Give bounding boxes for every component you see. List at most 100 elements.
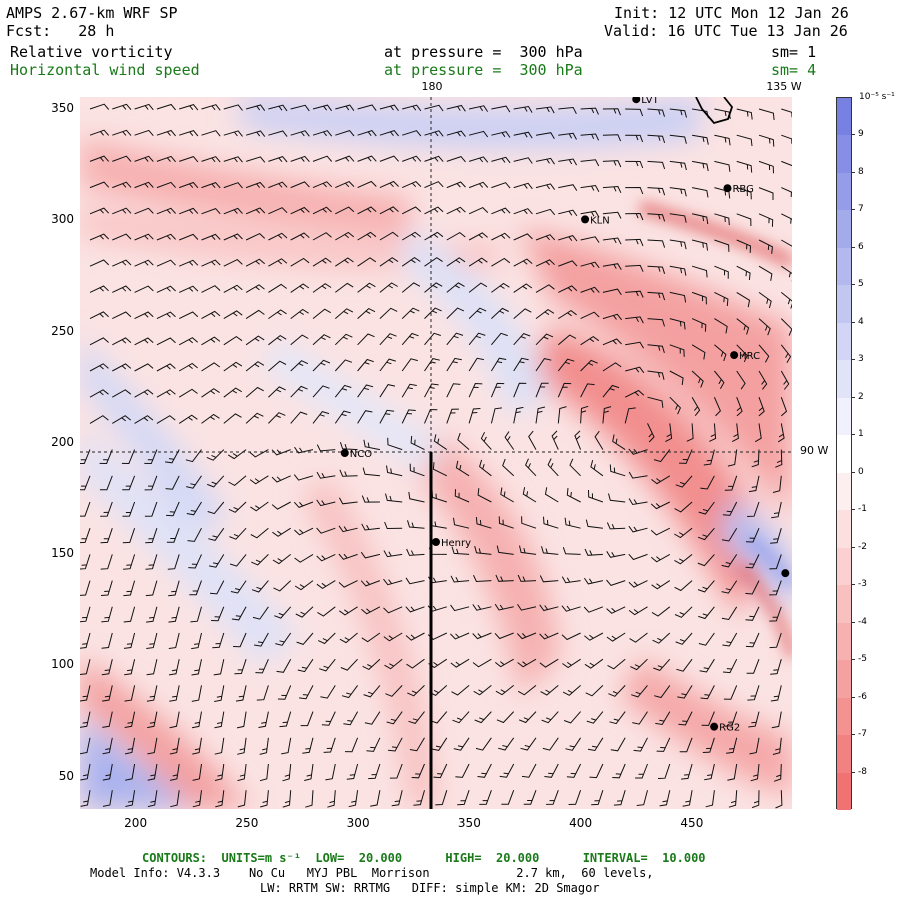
- wind-barb: [282, 790, 292, 808]
- wind-barb: [80, 501, 91, 517]
- station-marker[interactable]: [730, 351, 739, 360]
- wind-barb: [674, 554, 693, 565]
- wind-barb: [700, 475, 715, 490]
- wind-barb: [781, 160, 792, 167]
- wind-barb: [647, 239, 666, 248]
- wind-barb: [273, 580, 292, 592]
- wind-barb: [561, 576, 581, 584]
- wind-barb: [312, 334, 331, 346]
- wind-barb: [773, 763, 782, 782]
- wind-barb: [446, 332, 464, 346]
- wind-barb: [691, 344, 706, 360]
- wind-barb: [474, 545, 492, 555]
- wind-barb: [89, 129, 110, 136]
- wind-barb: [156, 233, 176, 241]
- wind-barb: [290, 206, 310, 215]
- wind-barb: [650, 553, 671, 563]
- wind-barb: [178, 311, 199, 320]
- colorbar-tick-label: 6: [858, 241, 864, 252]
- wind-barb: [746, 659, 760, 674]
- wind-barb: [700, 685, 715, 700]
- wind-barb: [424, 409, 438, 424]
- wind-barb: [386, 711, 403, 725]
- colorbar: [836, 97, 852, 811]
- wind-barb: [625, 238, 644, 247]
- wind-barb: [446, 307, 465, 319]
- wind-barb: [165, 475, 180, 490]
- wind-barb: [714, 239, 730, 252]
- wind-barb: [726, 737, 738, 754]
- wind-barb: [528, 430, 537, 450]
- wind-barb: [368, 763, 381, 780]
- wind-barb: [339, 469, 358, 477]
- wind-barb: [602, 406, 612, 424]
- wind-barb: [580, 335, 600, 346]
- wind-barb: [468, 105, 489, 112]
- station-marker[interactable]: [632, 97, 641, 104]
- wind-barb: [223, 233, 243, 241]
- wind-barb: [446, 257, 466, 267]
- wind-barb: [736, 397, 743, 417]
- wind-barb: [214, 737, 225, 755]
- wind-barb: [144, 475, 158, 491]
- wind-barb: [357, 130, 377, 137]
- wind-barb: [691, 396, 701, 417]
- wind-barb: [237, 737, 247, 755]
- wind-barb: [179, 233, 199, 241]
- wind-barb: [758, 397, 765, 417]
- wind-barb: [580, 405, 589, 424]
- wind-barb: [201, 388, 220, 398]
- x-tick-label: 450: [680, 816, 704, 830]
- wind-barb: [665, 423, 673, 443]
- station-marker[interactable]: [340, 449, 349, 457]
- wind-barb: [625, 212, 644, 221]
- wind-barb: [490, 357, 507, 372]
- wind-barb: [674, 501, 693, 513]
- wind-barb: [721, 606, 738, 621]
- wind-barb: [383, 578, 403, 586]
- wind-barb: [629, 632, 648, 643]
- wind-barb: [745, 528, 760, 543]
- wind-barb: [424, 307, 442, 319]
- wind-barb: [100, 554, 113, 570]
- wind-barb: [275, 632, 292, 646]
- station-marker[interactable]: [581, 215, 590, 224]
- station-marker[interactable]: [432, 538, 440, 546]
- wind-barb: [628, 498, 648, 506]
- wind-barb: [714, 370, 725, 389]
- wind-barb: [228, 501, 247, 513]
- wind-barb: [223, 387, 242, 398]
- map-plot-area[interactable]: LVT RBG KLN HRC NCO Henry RG2: [80, 97, 792, 809]
- colorbar-tick: [851, 434, 855, 436]
- wind-barb: [669, 318, 686, 330]
- wind-barb: [424, 104, 444, 112]
- wind-barb: [290, 385, 308, 398]
- wind-barb: [379, 333, 397, 346]
- wind-barb: [300, 711, 314, 727]
- station-marker[interactable]: [710, 722, 719, 731]
- wind-barb: [625, 134, 644, 143]
- wind-barb: [558, 285, 578, 293]
- wind-barb: [294, 527, 314, 536]
- wind-barb: [562, 547, 581, 555]
- wind-barb: [401, 332, 419, 346]
- colorbar-tick-label: -7: [858, 729, 867, 740]
- wind-barb: [268, 334, 287, 346]
- wind-barb: [294, 553, 314, 563]
- wind-barb: [501, 790, 515, 805]
- station-marker[interactable]: [781, 569, 790, 578]
- wind-barb: [612, 763, 626, 779]
- y-tick-label: 350: [51, 101, 74, 116]
- wind-barb: [468, 282, 488, 293]
- wind-barb: [714, 265, 729, 279]
- wind-barb: [498, 737, 515, 751]
- wind-barb: [609, 464, 626, 477]
- station-marker[interactable]: [723, 184, 732, 193]
- wind-barb: [294, 446, 314, 454]
- wind-barb: [602, 263, 622, 270]
- wind-barb: [564, 517, 581, 529]
- wind-barb: [630, 658, 648, 671]
- wind-barb: [775, 449, 783, 468]
- model-info: Model Info: V4.3.3 No Cu MYJ PBL Morriso…: [90, 866, 654, 880]
- wind-barb: [494, 658, 514, 668]
